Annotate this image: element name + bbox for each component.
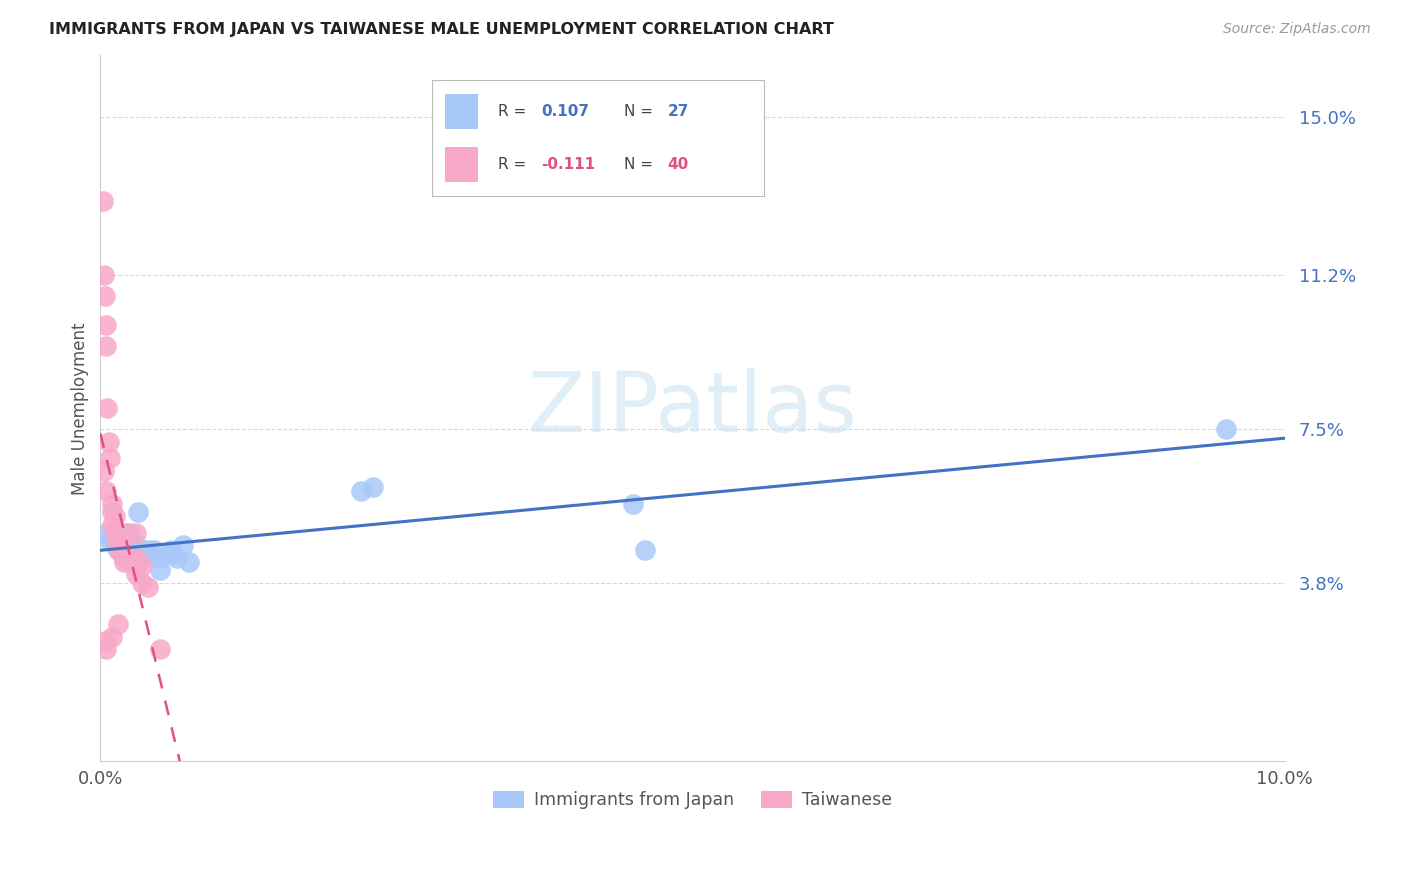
Point [634,542,657,557]
Point [112,550,135,565]
Point [148,550,170,565]
Point [111,547,134,561]
Point [107,542,129,557]
Point [108,542,131,557]
Point [142,542,165,557]
Point [125,525,148,540]
Point [179,555,201,569]
Point [131,559,153,574]
Point [101,505,124,519]
Y-axis label: Male Unemployment: Male Unemployment [72,322,89,494]
Point [131,550,153,565]
Point [136,542,159,557]
Point [96,339,118,353]
Point [112,547,135,561]
Point [96,525,118,540]
Point [103,538,125,552]
Point [125,567,148,582]
Point [97,434,120,449]
Point [112,555,135,569]
Point [98,451,121,466]
Point [139,547,162,561]
Point [621,497,644,511]
Point [98,534,121,549]
Point [112,534,135,549]
Point [96,484,118,499]
Point [112,550,135,565]
Point [103,509,125,524]
Point [160,542,183,557]
Point [107,617,129,632]
Point [172,538,194,552]
Point [91,194,114,208]
Point [107,534,129,549]
Point [160,547,183,561]
Point [125,542,148,557]
Point [1215,422,1237,436]
Text: Source: ZipAtlas.com: Source: ZipAtlas.com [1223,22,1371,37]
Point [101,630,124,644]
Point [94,289,117,303]
Point [93,464,115,478]
Point [101,517,124,532]
Point [118,550,141,565]
Point [94,634,117,648]
Point [105,534,128,549]
Point [125,555,148,569]
Point [112,542,135,557]
Point [148,642,170,657]
Point [136,580,159,594]
Point [96,642,118,657]
Point [131,575,153,590]
Point [118,555,141,569]
Point [127,505,149,519]
Point [166,550,188,565]
Point [107,538,129,552]
Point [101,530,124,544]
Text: IMMIGRANTS FROM JAPAN VS TAIWANESE MALE UNEMPLOYMENT CORRELATION CHART: IMMIGRANTS FROM JAPAN VS TAIWANESE MALE … [49,22,834,37]
Point [96,318,118,333]
Point [125,559,148,574]
Point [125,538,148,552]
Point [115,525,138,540]
Point [148,563,170,577]
Point [350,484,373,499]
Legend: Immigrants from Japan, Taiwanese: Immigrants from Japan, Taiwanese [486,784,900,816]
Point [104,525,127,540]
Point [361,480,384,494]
Point [96,401,118,416]
Point [101,497,124,511]
Point [125,550,148,565]
Point [118,525,141,540]
Text: ZIPatlas: ZIPatlas [527,368,858,449]
Point [93,268,115,283]
